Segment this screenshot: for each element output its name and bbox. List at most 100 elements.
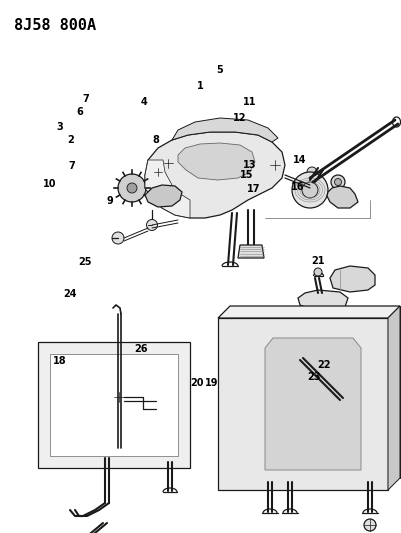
Text: 7: 7 (68, 161, 75, 171)
Circle shape (378, 468, 386, 476)
Circle shape (220, 400, 228, 408)
Circle shape (317, 295, 327, 305)
Circle shape (130, 344, 138, 352)
Circle shape (157, 190, 169, 202)
Circle shape (110, 458, 118, 466)
Circle shape (49, 344, 57, 352)
Circle shape (264, 480, 272, 488)
Circle shape (298, 312, 308, 322)
Circle shape (164, 158, 172, 167)
Text: 12: 12 (233, 114, 247, 123)
Circle shape (364, 519, 376, 531)
Circle shape (378, 400, 386, 408)
Circle shape (292, 172, 328, 208)
Text: 21: 21 (311, 256, 324, 266)
Text: 19: 19 (205, 378, 219, 387)
Circle shape (314, 268, 322, 276)
Circle shape (316, 320, 324, 328)
Text: 9: 9 (107, 197, 113, 206)
Polygon shape (218, 306, 400, 318)
Text: 15: 15 (240, 170, 253, 180)
Text: 6: 6 (76, 107, 83, 117)
Circle shape (180, 444, 188, 452)
Circle shape (40, 358, 48, 366)
Text: 3: 3 (56, 122, 63, 132)
Polygon shape (145, 132, 285, 218)
Circle shape (378, 332, 386, 340)
Circle shape (146, 220, 158, 230)
Circle shape (130, 458, 138, 466)
Polygon shape (327, 186, 358, 208)
Circle shape (220, 332, 228, 340)
Text: 18: 18 (53, 357, 66, 366)
Text: 8J58 800A: 8J58 800A (14, 18, 96, 33)
Circle shape (378, 434, 386, 442)
Circle shape (270, 160, 280, 170)
Circle shape (282, 480, 290, 488)
Circle shape (378, 366, 386, 374)
Polygon shape (38, 342, 190, 468)
Circle shape (112, 232, 124, 244)
Circle shape (302, 182, 318, 198)
Circle shape (264, 320, 272, 328)
Circle shape (247, 480, 255, 488)
Polygon shape (298, 290, 348, 310)
Circle shape (346, 319, 356, 329)
Text: 17: 17 (247, 184, 260, 194)
Circle shape (334, 320, 342, 328)
Circle shape (229, 480, 237, 488)
Circle shape (110, 344, 118, 352)
Circle shape (220, 434, 228, 442)
Circle shape (171, 458, 179, 466)
Text: 10: 10 (43, 179, 57, 189)
Circle shape (369, 480, 377, 488)
Circle shape (180, 386, 188, 394)
Circle shape (316, 480, 324, 488)
Polygon shape (218, 318, 388, 490)
Circle shape (334, 179, 342, 185)
Circle shape (49, 458, 57, 466)
Circle shape (352, 320, 360, 328)
Polygon shape (145, 185, 182, 207)
Text: 22: 22 (317, 360, 331, 370)
Polygon shape (330, 266, 375, 292)
Circle shape (282, 320, 290, 328)
Text: 8: 8 (152, 135, 159, 144)
Text: 13: 13 (243, 160, 256, 170)
Circle shape (307, 167, 317, 177)
Circle shape (40, 444, 48, 452)
Polygon shape (238, 245, 264, 258)
Circle shape (352, 480, 360, 488)
Polygon shape (50, 354, 178, 456)
Text: 14: 14 (293, 155, 307, 165)
Circle shape (229, 320, 237, 328)
Polygon shape (295, 308, 355, 325)
Circle shape (40, 386, 48, 394)
Text: 5: 5 (217, 66, 223, 75)
Circle shape (247, 320, 255, 328)
Circle shape (220, 468, 228, 476)
Text: 20: 20 (190, 378, 204, 387)
Text: 2: 2 (67, 135, 73, 144)
Circle shape (151, 344, 159, 352)
Circle shape (69, 458, 77, 466)
Text: 4: 4 (140, 98, 147, 107)
Circle shape (171, 344, 179, 352)
Text: 24: 24 (63, 289, 77, 299)
Circle shape (40, 415, 48, 423)
Circle shape (369, 320, 377, 328)
Circle shape (299, 320, 307, 328)
Text: 16: 16 (291, 182, 304, 191)
Circle shape (180, 415, 188, 423)
Circle shape (220, 366, 228, 374)
Polygon shape (145, 160, 190, 218)
Text: 7: 7 (83, 94, 89, 103)
Circle shape (334, 480, 342, 488)
Circle shape (118, 174, 146, 202)
Polygon shape (265, 338, 361, 470)
Circle shape (127, 183, 137, 193)
Circle shape (114, 392, 124, 402)
Polygon shape (178, 143, 255, 180)
Circle shape (299, 480, 307, 488)
Text: 11: 11 (243, 98, 256, 107)
